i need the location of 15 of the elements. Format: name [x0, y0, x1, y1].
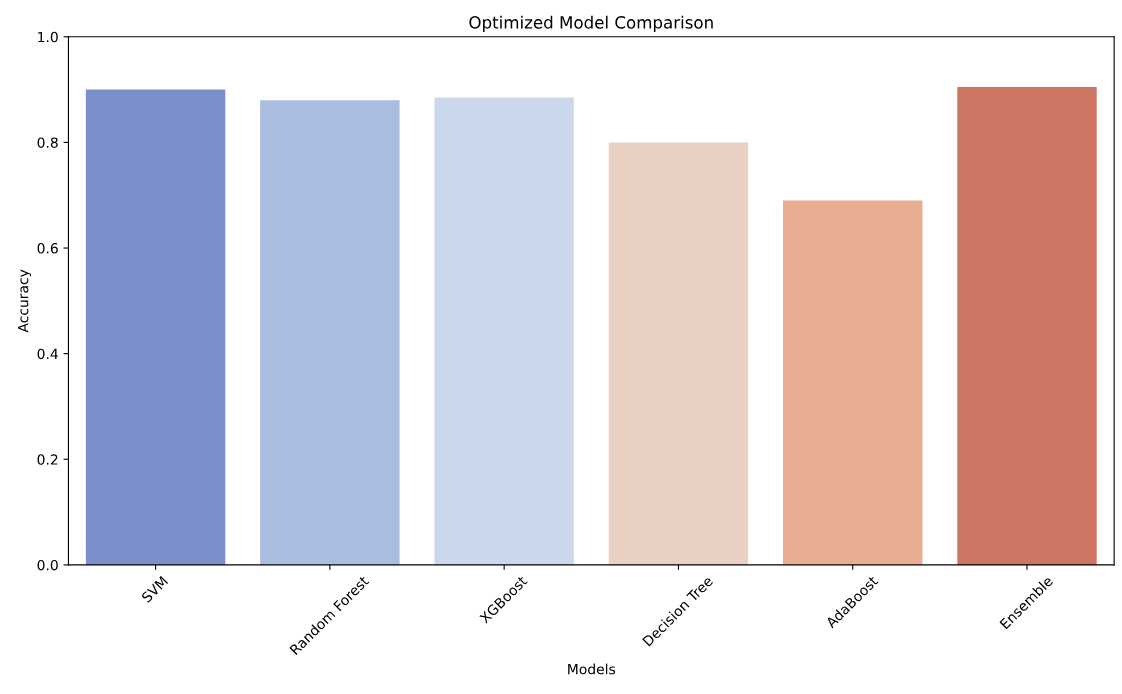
chart-title: Optimized Model Comparison	[469, 15, 713, 32]
bar	[783, 200, 923, 565]
y-tick-label: 0.2	[37, 454, 58, 465]
y-tick-label: 0.8	[37, 137, 58, 148]
bar	[434, 97, 574, 565]
bar	[260, 100, 400, 565]
y-tick-label: 0.4	[37, 348, 58, 360]
bar	[957, 86, 1097, 565]
x-axis-title: Models	[568, 663, 616, 675]
y-tick-label: 1.0	[38, 31, 58, 43]
bar	[608, 142, 749, 565]
bar	[85, 89, 226, 565]
y-axis-title: Accuracy	[18, 269, 32, 333]
y-tick-label: 0.0	[37, 559, 58, 571]
y-tick-label: 0.6	[37, 243, 58, 254]
